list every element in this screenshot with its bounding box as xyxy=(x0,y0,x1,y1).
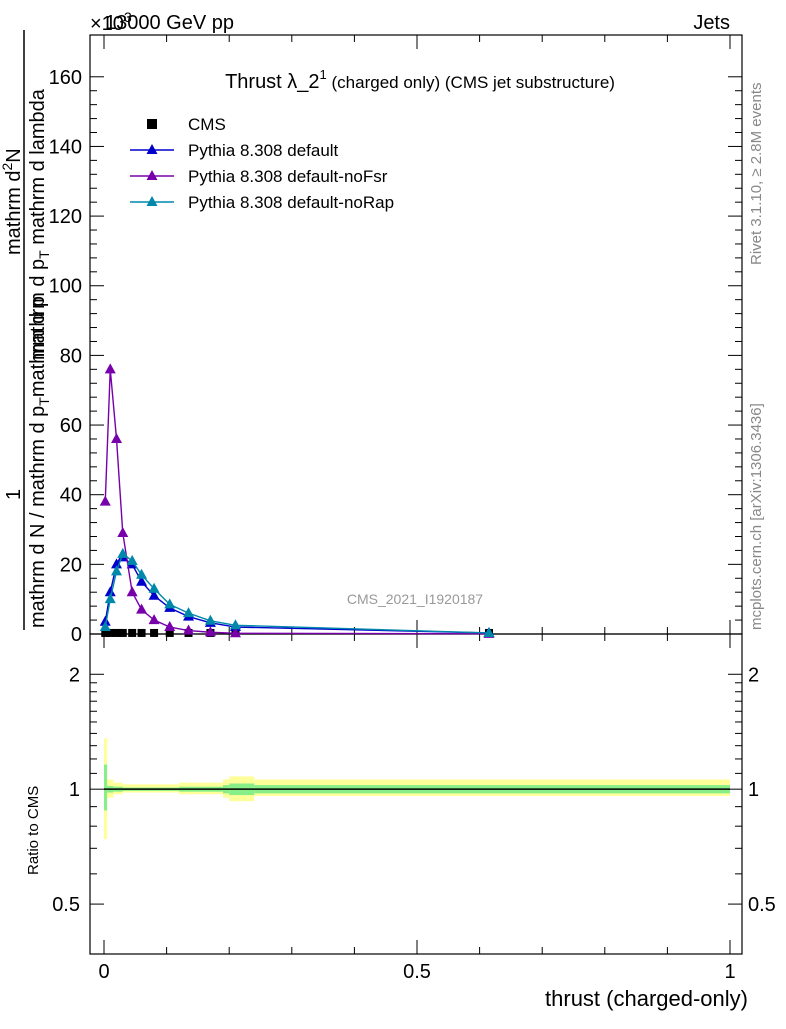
mc-point xyxy=(164,621,176,632)
mc-point xyxy=(126,586,138,597)
mc-point xyxy=(204,626,216,637)
upper-ytick-label: 60 xyxy=(60,415,82,437)
mc-point xyxy=(483,626,495,637)
exponent-power: 3 xyxy=(124,9,132,25)
mc-point xyxy=(204,614,216,625)
mcplots-label: mcplots.cern.ch [arXiv:1306.3436] xyxy=(748,403,765,630)
energy-label: 13000 GeV pp xyxy=(105,12,234,34)
ylabel-one: 1 xyxy=(3,489,25,500)
ylabel-top: mathrm d2N xyxy=(0,148,25,255)
mc-point xyxy=(148,614,160,625)
watermark: CMS_2021_I1920187 xyxy=(347,591,483,607)
upper-ytick-label: 80 xyxy=(60,345,82,367)
ylabel-bottom: mathrm d N / mathrm d pTmathrm d p xyxy=(27,296,52,628)
series-line xyxy=(104,552,490,634)
mc-point xyxy=(183,607,195,618)
x-tick-label: 0 xyxy=(98,961,109,983)
cms-point xyxy=(150,628,159,637)
legend-label: CMS xyxy=(188,115,226,134)
legend-swatch-marker xyxy=(146,170,158,180)
cms-point xyxy=(128,628,137,637)
legend: CMS Pythia 8.308 default Pythia 8.308 defa… xyxy=(130,115,394,212)
upper-ytick-label: 160 xyxy=(49,67,82,89)
legend-label: Pythia 8.308 default xyxy=(188,141,339,160)
mc-point xyxy=(111,558,123,569)
upper-ytick-label: 20 xyxy=(60,554,82,576)
lower-ytick-label: 1 xyxy=(69,779,80,801)
cms-point xyxy=(112,628,121,637)
process-label: Jets xyxy=(693,12,730,34)
series-layer xyxy=(99,363,495,638)
ylabel-den: mathrm d pT mathrm d lambda xyxy=(27,88,52,360)
cms-point xyxy=(165,628,174,637)
cms-point xyxy=(106,628,115,637)
mc-point xyxy=(117,547,129,558)
upper-ytick-label: 140 xyxy=(49,136,82,158)
mc-point xyxy=(136,575,148,586)
mc-point xyxy=(136,568,148,579)
lower-ytick-label-right: 0.5 xyxy=(748,894,776,916)
upper-ytick-label: 0 xyxy=(71,624,82,646)
mc-point xyxy=(136,603,148,614)
cms-point xyxy=(137,628,146,637)
x-axis-label: thrust (charged-only) xyxy=(545,986,748,1011)
lower-ytick-label-right: 1 xyxy=(748,779,759,801)
cms-point xyxy=(118,628,127,637)
mc-point xyxy=(183,624,195,635)
mc-point xyxy=(126,554,138,565)
mc-point xyxy=(111,565,123,576)
mc-point xyxy=(104,593,116,604)
ratio-band xyxy=(104,764,108,811)
series-3 xyxy=(99,547,495,637)
mc-point xyxy=(229,619,241,630)
legend-swatch-marker xyxy=(146,144,158,154)
lower-ylabel: Ratio to CMS xyxy=(25,786,42,875)
series-line xyxy=(104,369,489,635)
lower-axes: 0.5 0.5 1 1 2 2 0 0.5 1 xyxy=(52,634,776,983)
upper-ytick-label: 40 xyxy=(60,485,82,507)
cms-point xyxy=(101,628,110,637)
mc-point xyxy=(164,598,176,609)
mc-point xyxy=(229,627,241,638)
mc-point xyxy=(117,527,129,538)
lower-ytick-label: 0.5 xyxy=(52,894,80,916)
mc-point xyxy=(148,589,160,600)
upper-ylabel: 1 mathrm d N / mathrm d pTmathrm d p mat… xyxy=(0,30,52,630)
legend-swatch xyxy=(147,119,157,129)
legend-label: Pythia 8.308 default-noFsr xyxy=(188,167,388,186)
mc-point xyxy=(111,432,123,443)
mc-point xyxy=(104,363,116,374)
mc-point xyxy=(99,615,111,626)
mc-point xyxy=(99,621,111,632)
exponent-label: ×103 xyxy=(90,9,132,35)
mc-point xyxy=(99,495,111,506)
legend-label: Pythia 8.308 default-noRap xyxy=(188,193,394,212)
mc-point xyxy=(104,586,116,597)
upper-ytick-label: 120 xyxy=(49,206,82,228)
chart-title: Thrust λ_21 (charged only) (CMS jet subs… xyxy=(225,67,615,93)
upper-ytick-label: 100 xyxy=(49,276,82,298)
legend-swatch-marker xyxy=(146,196,158,206)
rivet-label: Rivet 3.1.10, ≥ 2.8M events xyxy=(748,83,765,266)
x-tick-label: 0.5 xyxy=(403,961,431,983)
mc-point xyxy=(148,582,160,593)
lower-ytick-label: 2 xyxy=(69,664,80,686)
x-tick-label: 1 xyxy=(724,961,735,983)
lower-ytick-label-right: 2 xyxy=(748,664,759,686)
